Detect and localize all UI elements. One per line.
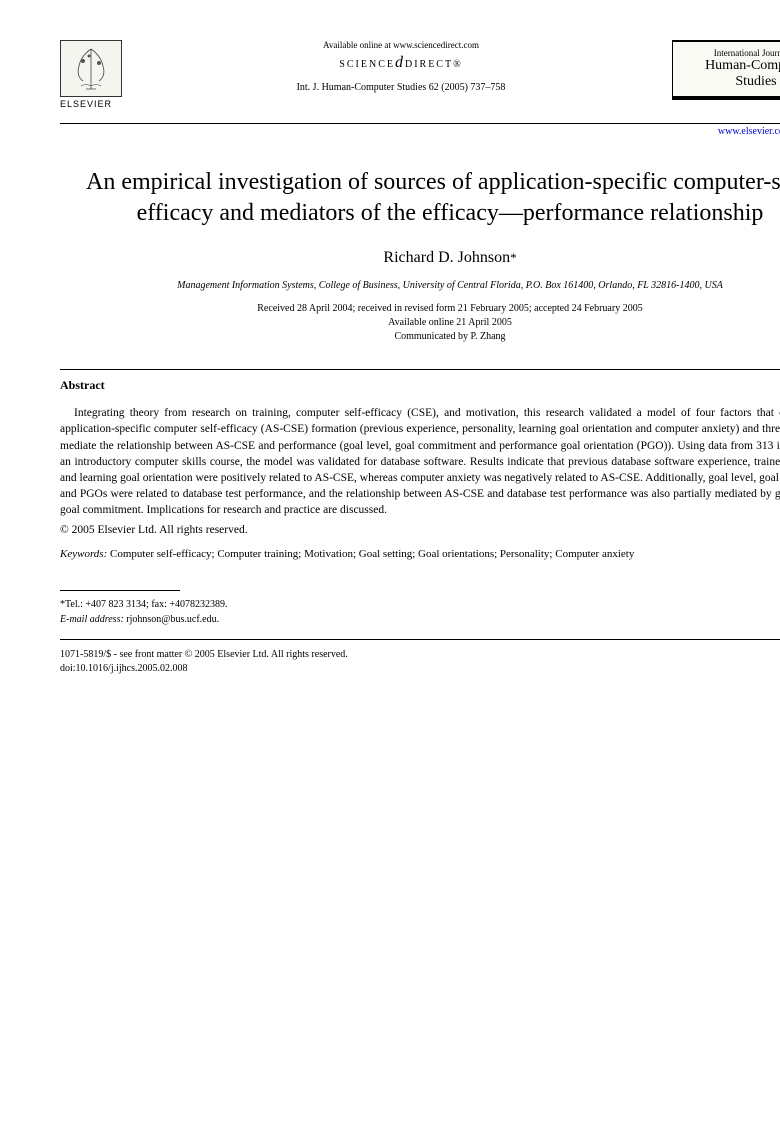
footer-divider — [60, 639, 780, 640]
sd-prefix: SCIENCE — [339, 59, 395, 70]
author-name: Richard D. Johnson — [383, 249, 510, 266]
keywords-text: Computer self-efficacy; Computer trainin… — [107, 548, 634, 560]
abstract-copyright: © 2005 Elsevier Ltd. All rights reserved… — [60, 524, 780, 536]
available-online-text: Available online at www.sciencedirect.co… — [140, 40, 662, 50]
elsevier-logo: ELSEVIER — [60, 40, 130, 115]
email-label: E-mail address: — [60, 614, 124, 625]
abstract-top-divider — [60, 369, 780, 370]
science-direct-logo: SCIENCEdDIRECT® — [140, 54, 662, 72]
received-date: Received 28 April 2004; received in revi… — [60, 302, 780, 316]
author-marker: * — [510, 250, 517, 265]
footnote-email-line: E-mail address: rjohnson@bus.ucf.edu. — [60, 612, 780, 627]
footnote-block: *Tel.: +407 823 3134; fax: +4078232389. … — [60, 597, 780, 627]
email-address: rjohnson@bus.ucf.edu. — [124, 614, 219, 625]
affiliation: Management Information Systems, College … — [60, 279, 780, 292]
header-row: ELSEVIER Available online at www.science… — [60, 40, 780, 115]
journal-box: International Journal of Human-Computer … — [672, 40, 780, 100]
journal-line1: International Journal of — [681, 48, 780, 58]
journal-line3: Studies — [681, 74, 780, 90]
dates-block: Received 28 April 2004; received in revi… — [60, 302, 780, 344]
issn-line: 1071-5819/$ - see front matter © 2005 El… — [60, 648, 780, 662]
paper-title: An empirical investigation of sources of… — [60, 167, 780, 229]
sd-suffix: DIRECT® — [405, 59, 463, 70]
citation-text: Int. J. Human-Computer Studies 62 (2005)… — [140, 82, 662, 93]
locate-link[interactable]: www.elsevier.com/locate/ijhcs — [60, 126, 780, 137]
footnote-divider — [60, 590, 180, 591]
keywords-label: Keywords: — [60, 548, 107, 560]
abstract-heading: Abstract — [60, 378, 780, 393]
author-line: Richard D. Johnson* — [60, 249, 780, 267]
keywords-block: Keywords: Computer self-efficacy; Comput… — [60, 548, 780, 560]
center-header: Available online at www.sciencedirect.co… — [130, 40, 672, 93]
header-divider — [60, 123, 780, 124]
elsevier-tree-icon — [60, 40, 122, 97]
footnote-contact: *Tel.: +407 823 3134; fax: +4078232389. — [60, 597, 780, 612]
elsevier-label: ELSEVIER — [60, 99, 130, 109]
sd-at-icon: d — [395, 54, 405, 71]
online-date: Available online 21 April 2005 — [60, 316, 780, 330]
abstract-body: Integrating theory from research on trai… — [60, 405, 780, 518]
journal-line2: Human-Computer — [681, 58, 780, 74]
communicated-by: Communicated by P. Zhang — [60, 330, 780, 344]
doi-line: doi:10.1016/j.ijhcs.2005.02.008 — [60, 662, 780, 676]
footer-info: 1071-5819/$ - see front matter © 2005 El… — [60, 648, 780, 676]
